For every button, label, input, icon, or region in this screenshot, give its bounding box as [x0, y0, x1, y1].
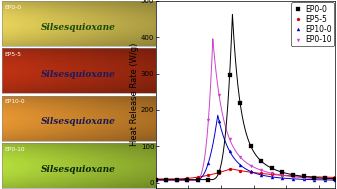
EP5-5 [323, 176, 327, 178]
EP0-0 [154, 179, 158, 181]
EP10-0 [249, 170, 253, 173]
EP0-0 [196, 179, 200, 181]
EP5-5 [291, 175, 295, 177]
EP5-5 [175, 178, 179, 180]
EP5-5 [196, 176, 200, 178]
EP10-0 [175, 179, 179, 182]
EP0-0 [291, 174, 295, 176]
EP10-0 [206, 162, 210, 164]
EP0-10 [259, 169, 263, 171]
EP10-0 [164, 179, 168, 182]
EP0-0 [249, 145, 253, 147]
EP0-10 [185, 179, 189, 182]
EP5-5 [333, 176, 337, 179]
Line: EP5-5: EP5-5 [154, 168, 337, 180]
EP10-0 [280, 177, 284, 179]
Legend: EP0-0, EP5-5, EP10-0, EP0-10: EP0-0, EP5-5, EP10-0, EP0-10 [291, 2, 334, 46]
EP10-0 [323, 179, 327, 181]
EP5-5 [312, 176, 316, 178]
EP5-5 [154, 178, 158, 180]
EP0-10 [270, 172, 274, 174]
EP0-0 [270, 167, 274, 169]
EP10-0 [196, 179, 200, 181]
Text: EP5-5: EP5-5 [5, 52, 22, 57]
EP0-0 [164, 179, 168, 181]
EP10-0 [312, 179, 316, 181]
EP5-5 [270, 173, 274, 176]
EP10-0 [270, 176, 274, 178]
EP0-10 [196, 179, 200, 181]
Text: EP0-10: EP0-10 [5, 147, 25, 152]
EP5-5 [227, 168, 232, 170]
EP10-0 [217, 120, 221, 122]
EP0-10 [302, 177, 306, 179]
EP0-10 [280, 174, 284, 177]
EP0-10 [249, 164, 253, 167]
EP10-0 [154, 179, 158, 182]
EP0-10 [164, 179, 168, 182]
EP0-10 [291, 176, 295, 178]
EP0-0 [259, 160, 263, 162]
EP0-0 [206, 179, 210, 181]
Line: EP0-0: EP0-0 [154, 74, 337, 181]
EP10-0 [259, 174, 263, 176]
Y-axis label: Heat Release Rate (W/g): Heat Release Rate (W/g) [130, 43, 140, 146]
EP0-10 [175, 179, 179, 182]
EP0-10 [227, 138, 232, 140]
Line: EP0-10: EP0-10 [154, 93, 337, 182]
EP0-10 [217, 94, 221, 96]
EP0-0 [217, 171, 221, 173]
EP5-5 [259, 172, 263, 175]
EP10-0 [302, 178, 306, 180]
EP10-0 [291, 178, 295, 180]
EP10-0 [227, 150, 232, 152]
EP10-0 [333, 179, 337, 181]
EP0-0 [175, 179, 179, 181]
EP0-10 [312, 177, 316, 180]
Text: Silsesquioxane: Silsesquioxane [41, 165, 116, 174]
EP0-0 [302, 175, 306, 178]
EP5-5 [238, 170, 242, 172]
EP0-0 [185, 179, 189, 181]
EP5-5 [280, 174, 284, 176]
EP0-0 [312, 176, 316, 179]
EP0-0 [238, 102, 242, 104]
EP5-5 [185, 177, 189, 180]
EP5-5 [302, 175, 306, 177]
EP0-10 [154, 179, 158, 182]
Text: Silsesquioxane: Silsesquioxane [41, 117, 116, 126]
EP10-0 [238, 164, 242, 166]
EP0-0 [227, 74, 232, 76]
EP5-5 [206, 174, 210, 176]
EP0-0 [280, 171, 284, 174]
EP0-0 [323, 177, 327, 179]
EP0-10 [333, 178, 337, 180]
EP10-0 [185, 179, 189, 182]
Text: Silsesquioxane: Silsesquioxane [41, 23, 116, 32]
EP0-10 [323, 178, 327, 180]
Line: EP10-0: EP10-0 [154, 119, 337, 182]
EP5-5 [164, 178, 168, 180]
EP0-0 [333, 178, 337, 180]
Text: Silsesquioxane: Silsesquioxane [41, 70, 116, 79]
Text: EP0-0: EP0-0 [5, 5, 22, 10]
EP5-5 [249, 171, 253, 173]
EP5-5 [217, 171, 221, 174]
EP0-10 [206, 118, 210, 121]
Text: EP10-0: EP10-0 [5, 99, 25, 104]
EP0-10 [238, 156, 242, 158]
